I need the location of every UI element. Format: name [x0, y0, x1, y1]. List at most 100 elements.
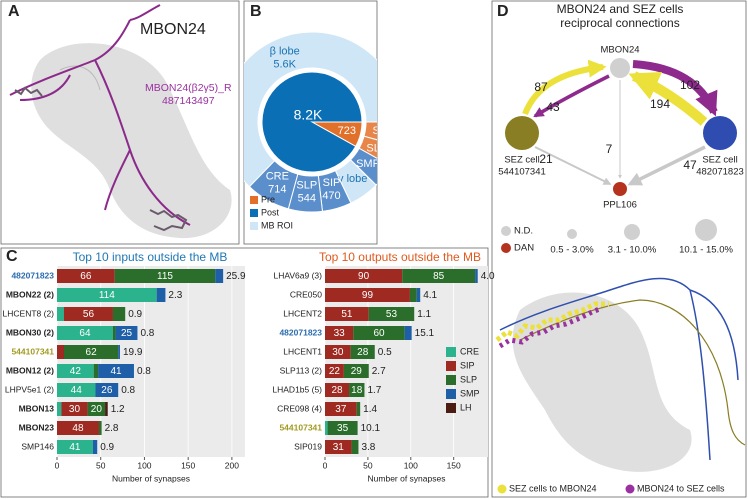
bar-value-label: 44 [71, 385, 83, 396]
end-label: 0.8 [137, 366, 151, 377]
bar-value-label: 51 [341, 309, 353, 320]
panel-label: A [8, 3, 20, 20]
legend-swatch [501, 226, 511, 236]
bar-value-label: 30 [332, 347, 344, 358]
y-tick-label: MBON13 [19, 403, 55, 413]
y-tick-label: 482071823 [279, 327, 322, 337]
legend-swatch [446, 375, 456, 385]
edge-arrow [632, 60, 718, 117]
y-tick-label: 544107341 [11, 346, 54, 356]
bar-segment [112, 326, 116, 340]
bar-segment [57, 345, 64, 359]
bar-segment [57, 326, 113, 340]
legend-swatch [250, 196, 258, 204]
edge-arrow [522, 59, 607, 116]
neuron-arbor [9, 4, 191, 226]
bar-segment [63, 307, 113, 321]
neuron-branches [14, 86, 188, 232]
node [613, 182, 627, 196]
segment-label: β lobe [270, 45, 300, 57]
legend-swatch [250, 222, 258, 230]
end-label: 25.9 [226, 271, 246, 282]
bar-segment [350, 345, 375, 359]
y-tick-label: SMP146 [21, 441, 54, 451]
end-label: 0.9 [100, 442, 114, 453]
bar-value-label: 28 [331, 385, 343, 396]
bar-segment [92, 440, 98, 454]
y-tick-label: SLP113 (2) [280, 365, 323, 375]
bar-segment [215, 269, 224, 283]
bar-segment [416, 288, 421, 302]
end-label: 1.1 [417, 309, 431, 320]
bar-segment [325, 326, 354, 340]
bar-segment [325, 440, 352, 454]
bar-segment [61, 402, 88, 416]
bar-segment [402, 269, 476, 283]
bar-segment [409, 288, 417, 302]
edge-arrow [627, 145, 706, 186]
legend-label: N.D. [514, 226, 533, 237]
bar-value-label: 31 [333, 442, 345, 453]
legend-swatch [250, 209, 258, 217]
bar-value-label: 18 [351, 385, 363, 396]
x-tick-label: 100 [137, 460, 151, 470]
node [703, 116, 737, 150]
bar-segment [327, 421, 358, 435]
value-label: 723 [338, 125, 356, 137]
edge-label: 47 [683, 158, 697, 172]
bar-segment [57, 364, 94, 378]
panel-label: B [250, 3, 262, 20]
y-tick-label: MBON12 (2) [6, 365, 54, 375]
bar-segment [95, 383, 119, 397]
size-label: 3.1 - 10.0% [608, 245, 657, 256]
end-label: 0.9 [128, 309, 142, 320]
bar-segment [57, 383, 96, 397]
legend-label: SLP [460, 374, 477, 384]
edge-arrow [534, 146, 612, 185]
end-label: 4.0 [481, 271, 495, 282]
mesh-edge [59, 65, 101, 91]
bar-value-label: 114 [99, 290, 115, 301]
bar-value-label: 25 [121, 328, 133, 339]
diagram-title: reciprocal connections [560, 16, 679, 30]
bar-value-label: 20 [91, 404, 103, 415]
legend-label: SIP [460, 360, 475, 370]
end-label: 0.5 [378, 347, 392, 358]
edge-label: 102 [680, 78, 700, 92]
panel-label: C [6, 248, 18, 265]
value-label: 5.6K [273, 58, 296, 70]
bar-segment [325, 364, 344, 378]
edge-label: 21 [539, 152, 553, 166]
bar-value-label: 115 [157, 271, 173, 282]
y-tick-label: LHAV6a9 (3) [273, 270, 322, 280]
x-axis-label: Number of synapses [112, 473, 190, 483]
x-tick-label: 100 [404, 460, 418, 470]
legend-swatch [446, 389, 456, 399]
bar-value-label: 37 [335, 404, 347, 415]
bar-value-label: 26 [101, 385, 113, 396]
size-swatch [567, 229, 577, 239]
end-label: 15.1 [415, 328, 435, 339]
end-label: 0.8 [140, 328, 154, 339]
legend-label: Post [261, 207, 280, 217]
y-tick-label: LHCENT1 [283, 346, 322, 356]
y-tick-label: MBON23 [19, 422, 55, 432]
end-label: 3.8 [361, 442, 375, 453]
inner-slice [261, 71, 363, 173]
x-tick-label: 150 [447, 460, 461, 470]
bar-segment [404, 326, 412, 340]
edge-arrow [628, 71, 708, 126]
bar-segment [118, 345, 120, 359]
brain-mesh [31, 43, 232, 239]
bar-segment [353, 326, 405, 340]
bar-segment [112, 307, 126, 321]
bar-segment [325, 421, 328, 435]
x-tick-label: 0 [323, 460, 328, 470]
segment-label: SIP [323, 177, 341, 189]
bar-segment [349, 383, 365, 397]
neuron-name: MBON24(β2γ5)_R [145, 82, 232, 94]
size-label: 10.1 - 15.0% [679, 245, 733, 256]
bar-value-label: 66 [80, 271, 92, 282]
bar-value-label: 41 [69, 442, 81, 453]
